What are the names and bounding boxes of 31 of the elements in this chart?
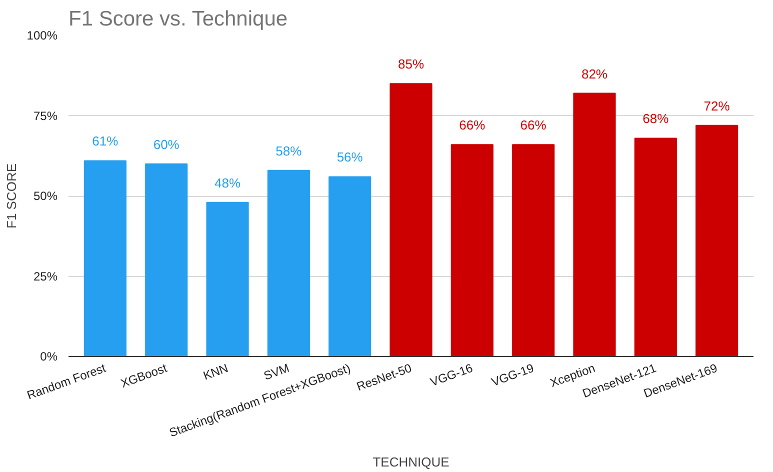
x-axis-title: TECHNIQUE [372,454,450,470]
bar [573,92,616,356]
data-label: 56% [336,150,364,165]
data-label: 85% [398,56,424,72]
bar [267,170,310,356]
bar [512,144,555,356]
bar [206,202,249,356]
y-tick-label: 75% [33,108,58,123]
bar [328,176,372,356]
bar [634,138,677,356]
data-label: 58% [276,143,302,158]
bar [145,163,188,356]
bar [84,160,126,356]
data-label: 82% [581,66,608,82]
bar [450,144,494,356]
data-label: 61% [92,134,119,149]
y-tick-label: 0% [40,350,58,364]
y-axis-title: F1 SCORE [4,163,19,229]
data-label: 66% [459,118,486,133]
bar [696,124,738,356]
bar [390,83,432,356]
y-tick-label: 25% [33,269,58,284]
chart-title: F1 Score vs. Technique [68,8,288,30]
x-tick-label: KNN [201,360,230,383]
data-label: 68% [642,111,670,126]
data-label: 60% [153,136,180,152]
data-label: 48% [214,175,241,190]
data-label: 66% [520,118,547,133]
data-label: 72% [704,98,730,114]
y-tick-label: 50% [33,189,58,203]
y-tick-label: 100% [26,28,58,42]
